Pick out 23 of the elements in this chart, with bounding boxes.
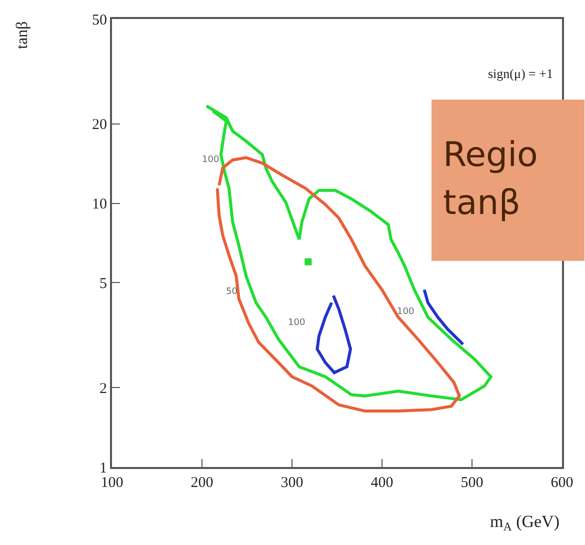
annotation: 100 bbox=[202, 155, 220, 165]
x-axis-title: m$_{A}$ (GeV) bbox=[490, 512, 560, 534]
y-axis-title: tanβ bbox=[14, 21, 31, 49]
y-tick-label: 1 bbox=[100, 460, 107, 476]
y-tick-label: 5 bbox=[100, 276, 107, 292]
y-tick-label: 20 bbox=[92, 117, 107, 134]
annotation: sign(μ) = +1 bbox=[488, 66, 553, 81]
x-tick-label: 500 bbox=[460, 475, 484, 491]
x-tick-label: 300 bbox=[280, 475, 304, 491]
y-tick-label: 2 bbox=[100, 380, 107, 397]
y-tick-label: 50 bbox=[92, 12, 107, 28]
line-series bbox=[422, 288, 464, 346]
annotation: tanβ bbox=[443, 183, 520, 223]
annotation: 100 bbox=[397, 307, 414, 317]
annotation: Regio bbox=[443, 135, 538, 175]
x-tick-label: 100 bbox=[100, 475, 124, 491]
line-series bbox=[316, 294, 352, 374]
x-tick-label: 600 bbox=[550, 475, 574, 491]
annotation: 100 bbox=[288, 318, 306, 328]
x-tick-label: 400 bbox=[370, 475, 394, 491]
annotation: 50 bbox=[226, 287, 238, 297]
x-tick-label: 200 bbox=[190, 475, 214, 491]
y-tick-label: 10 bbox=[92, 196, 107, 213]
